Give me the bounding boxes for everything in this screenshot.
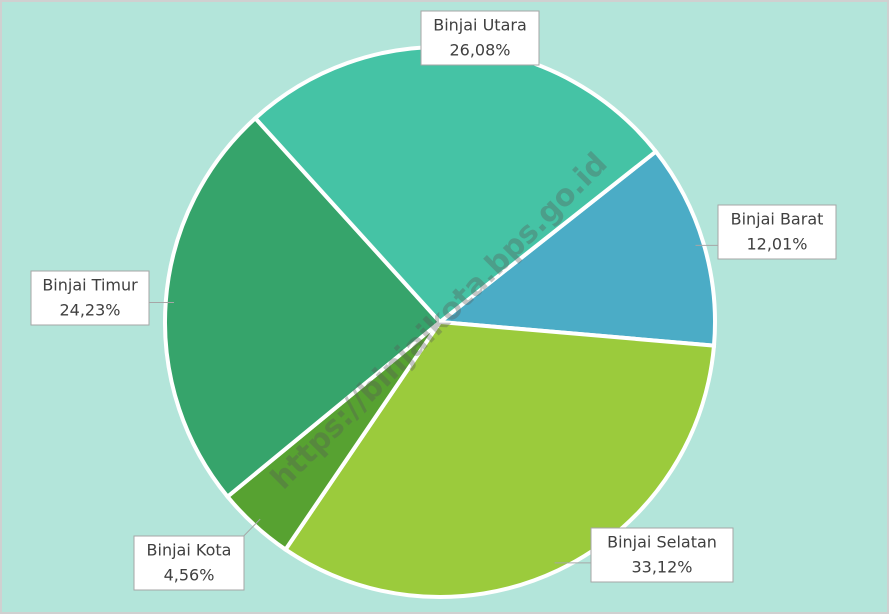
label-value: 26,08% bbox=[449, 41, 510, 60]
label-name: Binjai Barat bbox=[731, 210, 824, 229]
label-box bbox=[30, 270, 150, 326]
pie-slice bbox=[163, 115, 443, 500]
pie-slice bbox=[434, 148, 717, 348]
label-name: Binjai Timur bbox=[42, 276, 138, 295]
label-box bbox=[420, 10, 540, 66]
label-value: 12,01% bbox=[746, 235, 807, 254]
data-labels: Binjai Barat 12,01% Binjai Selatan 33,12% Bi… bbox=[30, 10, 837, 591]
label-box bbox=[133, 535, 245, 591]
label-value: 24,23% bbox=[59, 301, 120, 320]
label-value: 33,12% bbox=[631, 558, 692, 577]
pie bbox=[163, 45, 717, 599]
label-name: Binjai Selatan bbox=[607, 533, 717, 552]
label-box bbox=[590, 527, 734, 583]
label-box bbox=[717, 204, 837, 260]
label-value: 4,56% bbox=[164, 566, 215, 585]
label-name: Binjai Kota bbox=[147, 541, 232, 560]
label-name: Binjai Utara bbox=[433, 16, 527, 35]
